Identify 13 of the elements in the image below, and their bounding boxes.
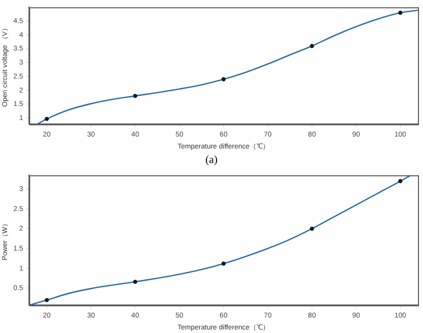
point [133, 280, 138, 284]
point [44, 298, 49, 302]
point [310, 44, 314, 48]
text: (a) [204, 153, 219, 168]
point [221, 77, 226, 82]
point [310, 226, 314, 231]
point [398, 179, 402, 184]
point [398, 10, 402, 15]
point [221, 261, 226, 266]
line-series [29, 175, 412, 306]
line-series [36, 10, 418, 124]
point [133, 94, 138, 98]
point [44, 116, 49, 122]
